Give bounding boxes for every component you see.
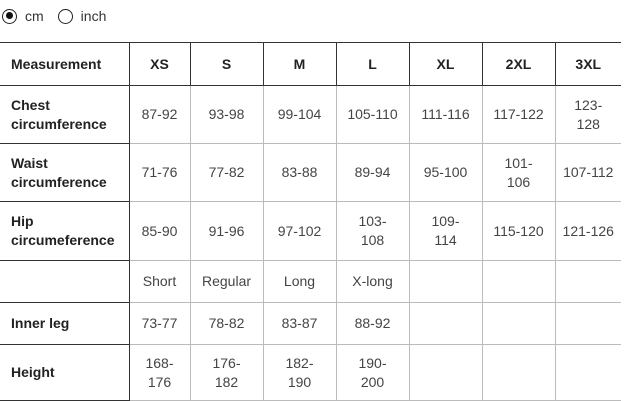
row-label: Height (0, 344, 130, 401)
cell-value: 101-106 (504, 154, 533, 190)
size-cell: 182-190 (262, 344, 336, 401)
size-cell: 107-112 (554, 143, 621, 202)
size-cell: 99-104 (262, 85, 336, 144)
size-cell: 71-76 (128, 143, 190, 202)
size-cell: 105-110 (335, 85, 409, 144)
size-cell (481, 260, 555, 303)
size-cell: 168-176 (128, 344, 190, 401)
table-row: Chest circumference 87-92 93-98 99-104 105-1… (0, 85, 621, 144)
size-cell (554, 260, 621, 303)
size-cell: 77-82 (189, 143, 263, 202)
size-cell: 89-94 (335, 143, 409, 202)
size-cell: 95-100 (408, 143, 482, 202)
size-cell: 97-102 (262, 201, 336, 261)
size-cell (408, 260, 482, 303)
size-cell (554, 302, 621, 345)
size-cell: 73-77 (128, 302, 190, 345)
size-cell: 123-128 (554, 85, 621, 144)
size-cell: 176-182 (189, 344, 263, 401)
row-label: Hip circumeference (0, 201, 130, 261)
column-header-size: 2XL (481, 42, 555, 86)
row-label: Inner leg (0, 302, 130, 345)
size-chart-table: Measurement XS S M L XL 2XL 3XL Chest circumfer… (0, 42, 621, 401)
unit-label: inch (80, 8, 107, 24)
unit-radio-inch[interactable]: inch (57, 8, 107, 24)
size-cell: 88-92 (335, 302, 409, 345)
unit-radio-cm[interactable]: cm (2, 8, 44, 24)
size-cell: 121-126 (554, 201, 621, 261)
table-row: Height 168-176 176-182 182-190 190-200 (0, 344, 621, 401)
radio-checked-icon[interactable] (2, 8, 17, 24)
size-cell: 101-106 (481, 143, 555, 202)
column-header-size: XS (128, 42, 190, 86)
size-cell: 115-120 (481, 201, 555, 261)
column-header-size: M (262, 42, 336, 86)
size-cell: 111-116 (408, 85, 482, 144)
cell-value: 182-190 (285, 354, 314, 390)
cell-value: 176-182 (212, 354, 241, 390)
radio-unchecked-icon[interactable] (57, 8, 73, 24)
size-cell: 93-98 (189, 85, 263, 144)
size-cell: 87-92 (128, 85, 190, 144)
row-label (0, 260, 130, 303)
row-label: Waist circumference (0, 143, 130, 202)
table-row: Waist circumference 71-76 77-82 83-88 89-94 9… (0, 143, 621, 202)
table-row: Hip circumeference 85-90 91-96 97-102 103-10… (0, 201, 621, 261)
row-label: Chest circumference (0, 85, 130, 144)
table-row: Short Regular Long X-long (0, 260, 621, 303)
size-cell: 78-82 (189, 302, 263, 345)
cell-value: 168-176 (145, 354, 174, 390)
cell-value: 109-114 (431, 213, 460, 248)
unit-label: cm (25, 8, 44, 24)
column-header-size: 3XL (554, 42, 621, 86)
size-cell: 109-114 (408, 201, 482, 261)
size-cell: 83-88 (262, 143, 336, 202)
column-header-size: L (335, 42, 409, 86)
size-cell: 117-122 (481, 85, 555, 144)
size-cell (554, 344, 621, 401)
cell-value: 103-108 (358, 213, 387, 248)
size-cell (481, 302, 555, 345)
size-cell (481, 344, 555, 401)
size-cell: 83-87 (262, 302, 336, 345)
size-cell (408, 344, 482, 401)
size-cell: 91-96 (189, 201, 263, 261)
header-row: Measurement XS S M L XL 2XL 3XL (0, 42, 621, 86)
size-cell: 85-90 (128, 201, 190, 261)
unit-selector: cm inch (2, 8, 120, 24)
table-row: Inner leg 73-77 78-82 83-87 88-92 (0, 302, 621, 345)
size-cell: 103-108 (335, 201, 409, 261)
size-cell: Short (128, 260, 190, 303)
size-cell (408, 302, 482, 345)
size-cell: 190-200 (335, 344, 409, 401)
column-header-size: XL (408, 42, 482, 86)
size-cell: Long (262, 260, 336, 303)
column-header-measurement: Measurement (0, 42, 130, 86)
cell-value: 123-128 (574, 96, 603, 132)
cell-value: 190-200 (358, 354, 387, 390)
column-header-size: S (189, 42, 263, 86)
size-cell: Regular (189, 260, 263, 303)
size-cell: X-long (335, 260, 409, 303)
